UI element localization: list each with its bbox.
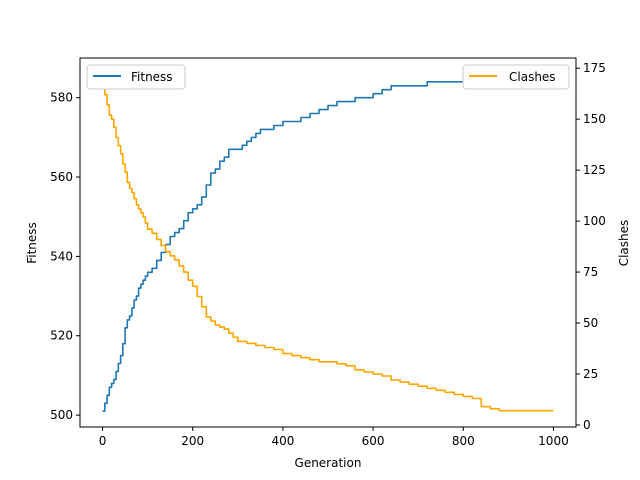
y-right-tick-label: 75	[583, 265, 598, 279]
x-tick-label: 800	[452, 434, 475, 448]
y-left-tick-label: 540	[50, 249, 73, 263]
plot-area	[80, 58, 576, 427]
y-right-tick-label: 125	[583, 163, 606, 177]
y-axis-left-label: Fitness	[25, 222, 39, 264]
series-layer	[102, 75, 554, 412]
x-tick-label: 1000	[538, 434, 569, 448]
y-axis-right-label: Clashes	[617, 220, 631, 267]
x-tick-label: 400	[271, 434, 294, 448]
y-left-tick-label: 580	[50, 91, 73, 105]
axes-layer: 0 200 400 600 800 1000 500 520 540 560 580 0 25 50 75 1…	[50, 61, 606, 448]
x-axis-label: Generation	[295, 456, 362, 470]
y-right-tick-label: 175	[583, 61, 606, 75]
series-line-fitness	[102, 77, 554, 412]
x-tick-label: 0	[99, 434, 107, 448]
y-right-tick-label: 50	[583, 316, 598, 330]
legend-clashes-box	[462, 64, 570, 90]
legend-clashes: Clashes	[462, 64, 570, 90]
x-tick-label: 200	[181, 434, 204, 448]
legend-fitness-box	[86, 64, 186, 90]
y-left-tick-label: 500	[50, 408, 73, 422]
x-tick-label: 600	[362, 434, 385, 448]
y-right-tick-label: 100	[583, 214, 606, 228]
plot-frame	[79, 57, 577, 428]
legend-clashes-label: Clashes	[509, 70, 556, 84]
y-right-tick-label: 150	[583, 112, 606, 126]
y-left-tick-label: 560	[50, 170, 73, 184]
y-right-tick-label: 0	[583, 418, 591, 432]
y-left-tick-label: 520	[50, 329, 73, 343]
series-line-clashes	[102, 75, 554, 412]
y-right-tick-label: 25	[583, 367, 598, 381]
legend-fitness: Fitness	[86, 64, 186, 90]
legend-fitness-label: Fitness	[131, 70, 173, 84]
